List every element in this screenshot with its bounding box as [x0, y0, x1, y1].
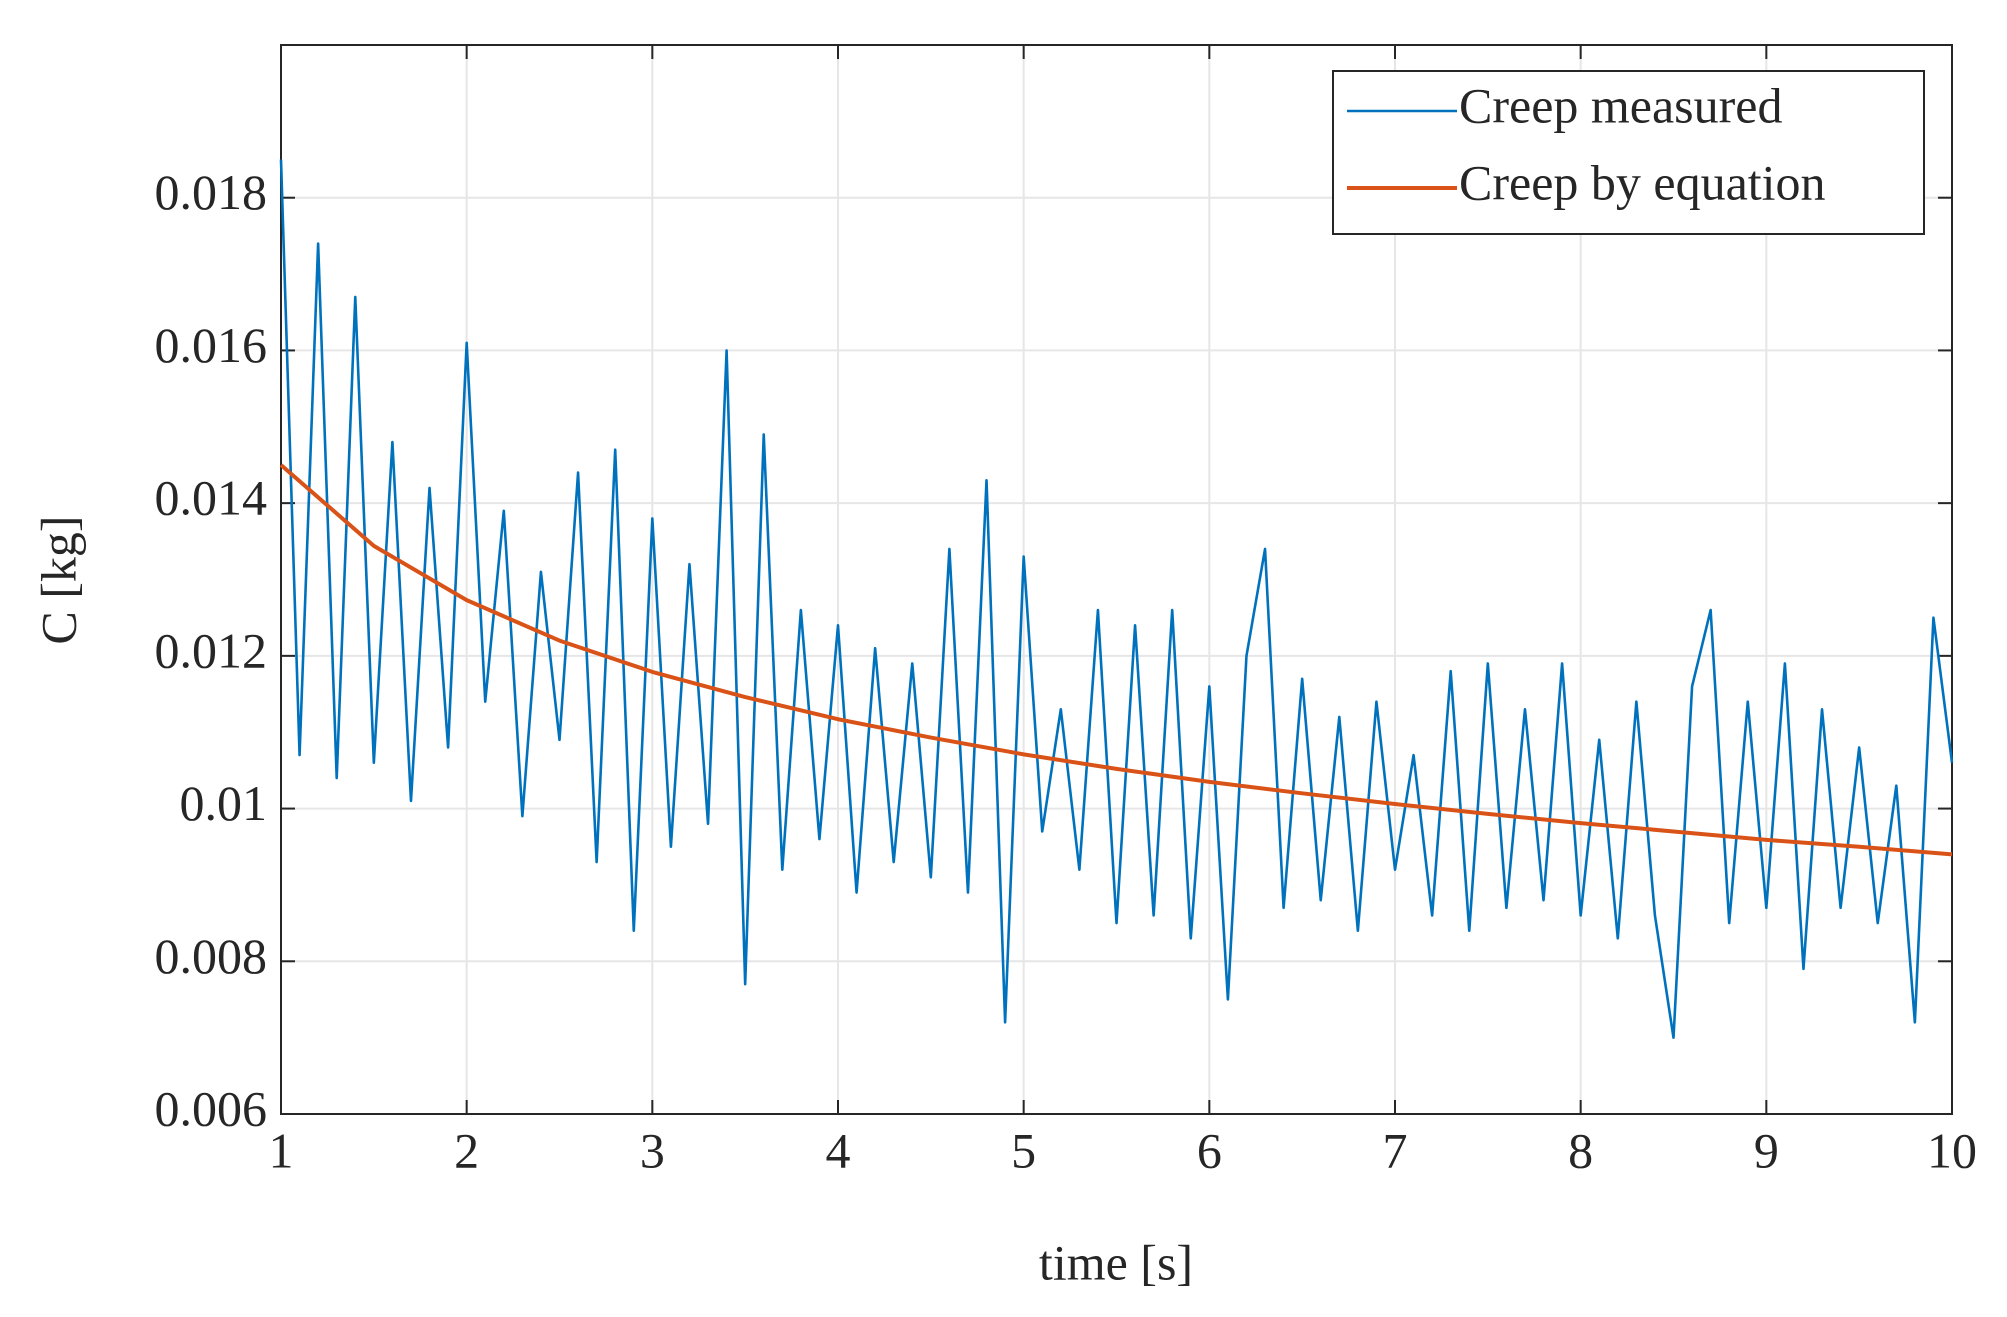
x-tick-label: 8: [1568, 1122, 1593, 1178]
series-line: [279, 463, 1953, 857]
y-tick-label: 0.016: [155, 317, 268, 373]
x-tick-label: 6: [1197, 1122, 1222, 1178]
y-tick-label: 0.008: [155, 928, 268, 984]
x-tick-label: 2: [454, 1122, 479, 1178]
y-tick-label: 0.018: [155, 164, 268, 220]
x-tick-label: 10: [1927, 1122, 1977, 1178]
y-tick-label: 0.012: [155, 622, 268, 678]
y-tick-label: 0.006: [155, 1080, 268, 1136]
x-tick-label: 7: [1383, 1122, 1408, 1178]
series-line: [279, 159, 1954, 1039]
y-tick-label: 0.014: [155, 470, 268, 526]
x-tick-label: 4: [826, 1122, 851, 1178]
y-axis-label: C [kg]: [30, 515, 86, 644]
x-tick-label: 1: [269, 1122, 294, 1178]
plot-frame: [280, 44, 1953, 1115]
x-axis-label: time [s]: [1039, 1234, 1193, 1290]
x-tick-label: 9: [1754, 1122, 1779, 1178]
legend-label: Creep measured: [1459, 77, 1782, 133]
legend-label: Creep by equation: [1459, 154, 1826, 210]
legend-box: [1332, 70, 1925, 235]
y-tick-label: 0.01: [180, 775, 268, 831]
x-tick-label: 3: [640, 1122, 665, 1178]
x-tick-label: 5: [1011, 1122, 1036, 1178]
legend: Creep measured Creep by equation: [1332, 70, 1925, 235]
